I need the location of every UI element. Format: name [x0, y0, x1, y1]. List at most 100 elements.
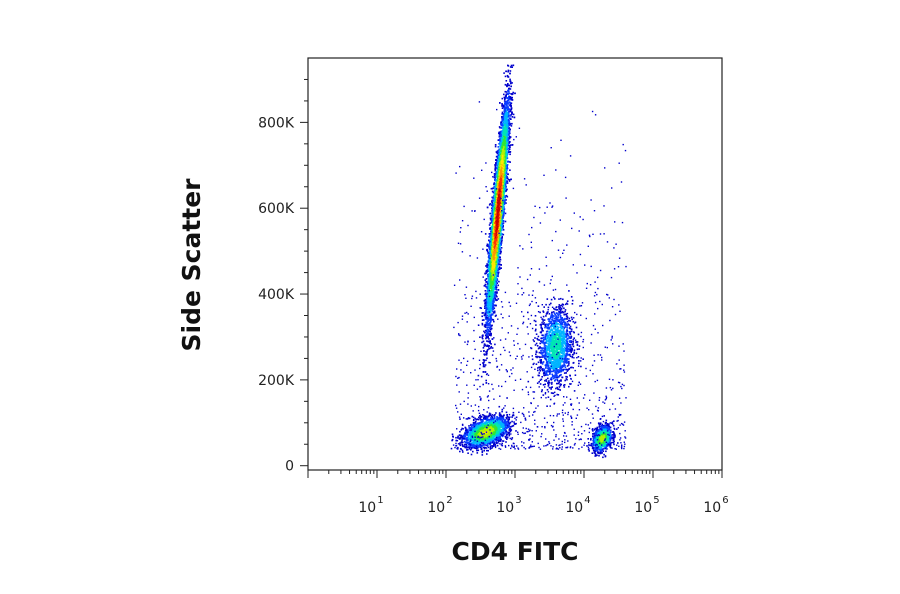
event-dot — [485, 337, 487, 340]
event-dot — [493, 204, 495, 206]
event-dot — [483, 330, 485, 333]
event-dot — [506, 109, 508, 111]
event-dot — [481, 334, 484, 337]
event-dot — [508, 160, 510, 163]
event-dot — [483, 345, 485, 347]
event-dot — [508, 117, 511, 119]
event-dot — [491, 308, 494, 311]
event-dot — [503, 100, 506, 102]
event-dot — [501, 111, 504, 114]
event-dot — [503, 210, 505, 213]
event-dot — [493, 320, 495, 323]
event-dot — [497, 298, 500, 300]
event-dot — [485, 336, 488, 339]
event-dot — [498, 126, 501, 128]
event-dot — [490, 319, 492, 322]
event-dot — [509, 115, 511, 117]
event-dot — [500, 244, 502, 246]
event-dot — [488, 288, 491, 291]
event-dot — [490, 347, 492, 349]
event-dot — [491, 201, 493, 204]
event-dot — [507, 98, 510, 101]
event-dot — [502, 229, 505, 231]
event-dot — [506, 195, 509, 198]
event-dot — [485, 264, 488, 267]
event-dot — [495, 275, 497, 278]
event-dot — [488, 334, 491, 336]
event-dot — [491, 302, 493, 304]
event-dot — [496, 279, 499, 281]
event-dot — [485, 307, 487, 309]
event-dot — [497, 146, 500, 148]
event-dot — [504, 108, 507, 111]
event-dot — [498, 280, 500, 283]
event-dot — [485, 308, 488, 310]
event-dot — [490, 229, 492, 232]
event-dot — [509, 70, 512, 72]
event-dot — [508, 142, 510, 144]
event-dot — [486, 263, 488, 265]
event-dot — [505, 91, 508, 93]
event-dot — [505, 100, 507, 103]
event-dot — [509, 161, 511, 163]
event-dot — [496, 278, 498, 280]
event-dot — [499, 258, 502, 261]
event-dot — [492, 191, 495, 194]
plot-frame — [307, 57, 723, 471]
event-dot — [508, 104, 511, 107]
event-dot — [498, 136, 501, 138]
event-dot — [491, 217, 493, 219]
event-dot — [507, 103, 510, 105]
event-dot — [495, 314, 497, 317]
event-dot — [485, 285, 487, 288]
event-dot — [488, 236, 491, 238]
event-dot — [494, 279, 497, 282]
event-dot — [503, 72, 505, 74]
event-dot — [507, 69, 510, 72]
event-dot — [486, 349, 489, 351]
event-dot — [501, 239, 503, 241]
event-dot — [490, 345, 493, 348]
event-dot — [481, 323, 484, 326]
event-dot — [493, 295, 496, 298]
event-dot — [497, 273, 499, 275]
event-dot — [485, 379, 487, 382]
event-dot — [483, 365, 486, 368]
event-dot — [509, 88, 512, 90]
event-dot — [484, 344, 487, 346]
event-dot — [485, 345, 488, 347]
event-dot — [496, 295, 498, 298]
event-dot — [484, 307, 486, 309]
event-dot — [479, 336, 481, 338]
event-dot — [485, 331, 488, 333]
event-dot — [488, 319, 490, 322]
event-dot — [494, 178, 497, 180]
event-dot — [490, 313, 493, 315]
event-dot — [483, 325, 486, 327]
event-dot — [505, 94, 507, 96]
event-dot — [481, 322, 484, 325]
event-dot — [490, 221, 493, 224]
event-dot — [488, 330, 490, 333]
event-dot — [496, 164, 498, 166]
event-dot — [495, 151, 498, 153]
event-dot — [508, 87, 510, 90]
event-dot — [491, 318, 493, 321]
event-dot — [489, 281, 491, 283]
event-dot — [508, 92, 511, 95]
event-dot — [497, 267, 500, 270]
event-dot — [505, 171, 508, 173]
event-dot — [503, 123, 506, 125]
event-dot — [504, 122, 507, 125]
event-dot — [485, 323, 488, 326]
event-dot — [486, 357, 488, 360]
event-dot — [501, 97, 504, 100]
event-dot — [509, 66, 512, 68]
event-dot — [486, 314, 488, 316]
event-dot — [487, 332, 489, 335]
event-dot — [505, 127, 508, 129]
event-dot — [483, 361, 485, 363]
event-dot — [505, 199, 507, 201]
event-dot — [493, 174, 496, 177]
